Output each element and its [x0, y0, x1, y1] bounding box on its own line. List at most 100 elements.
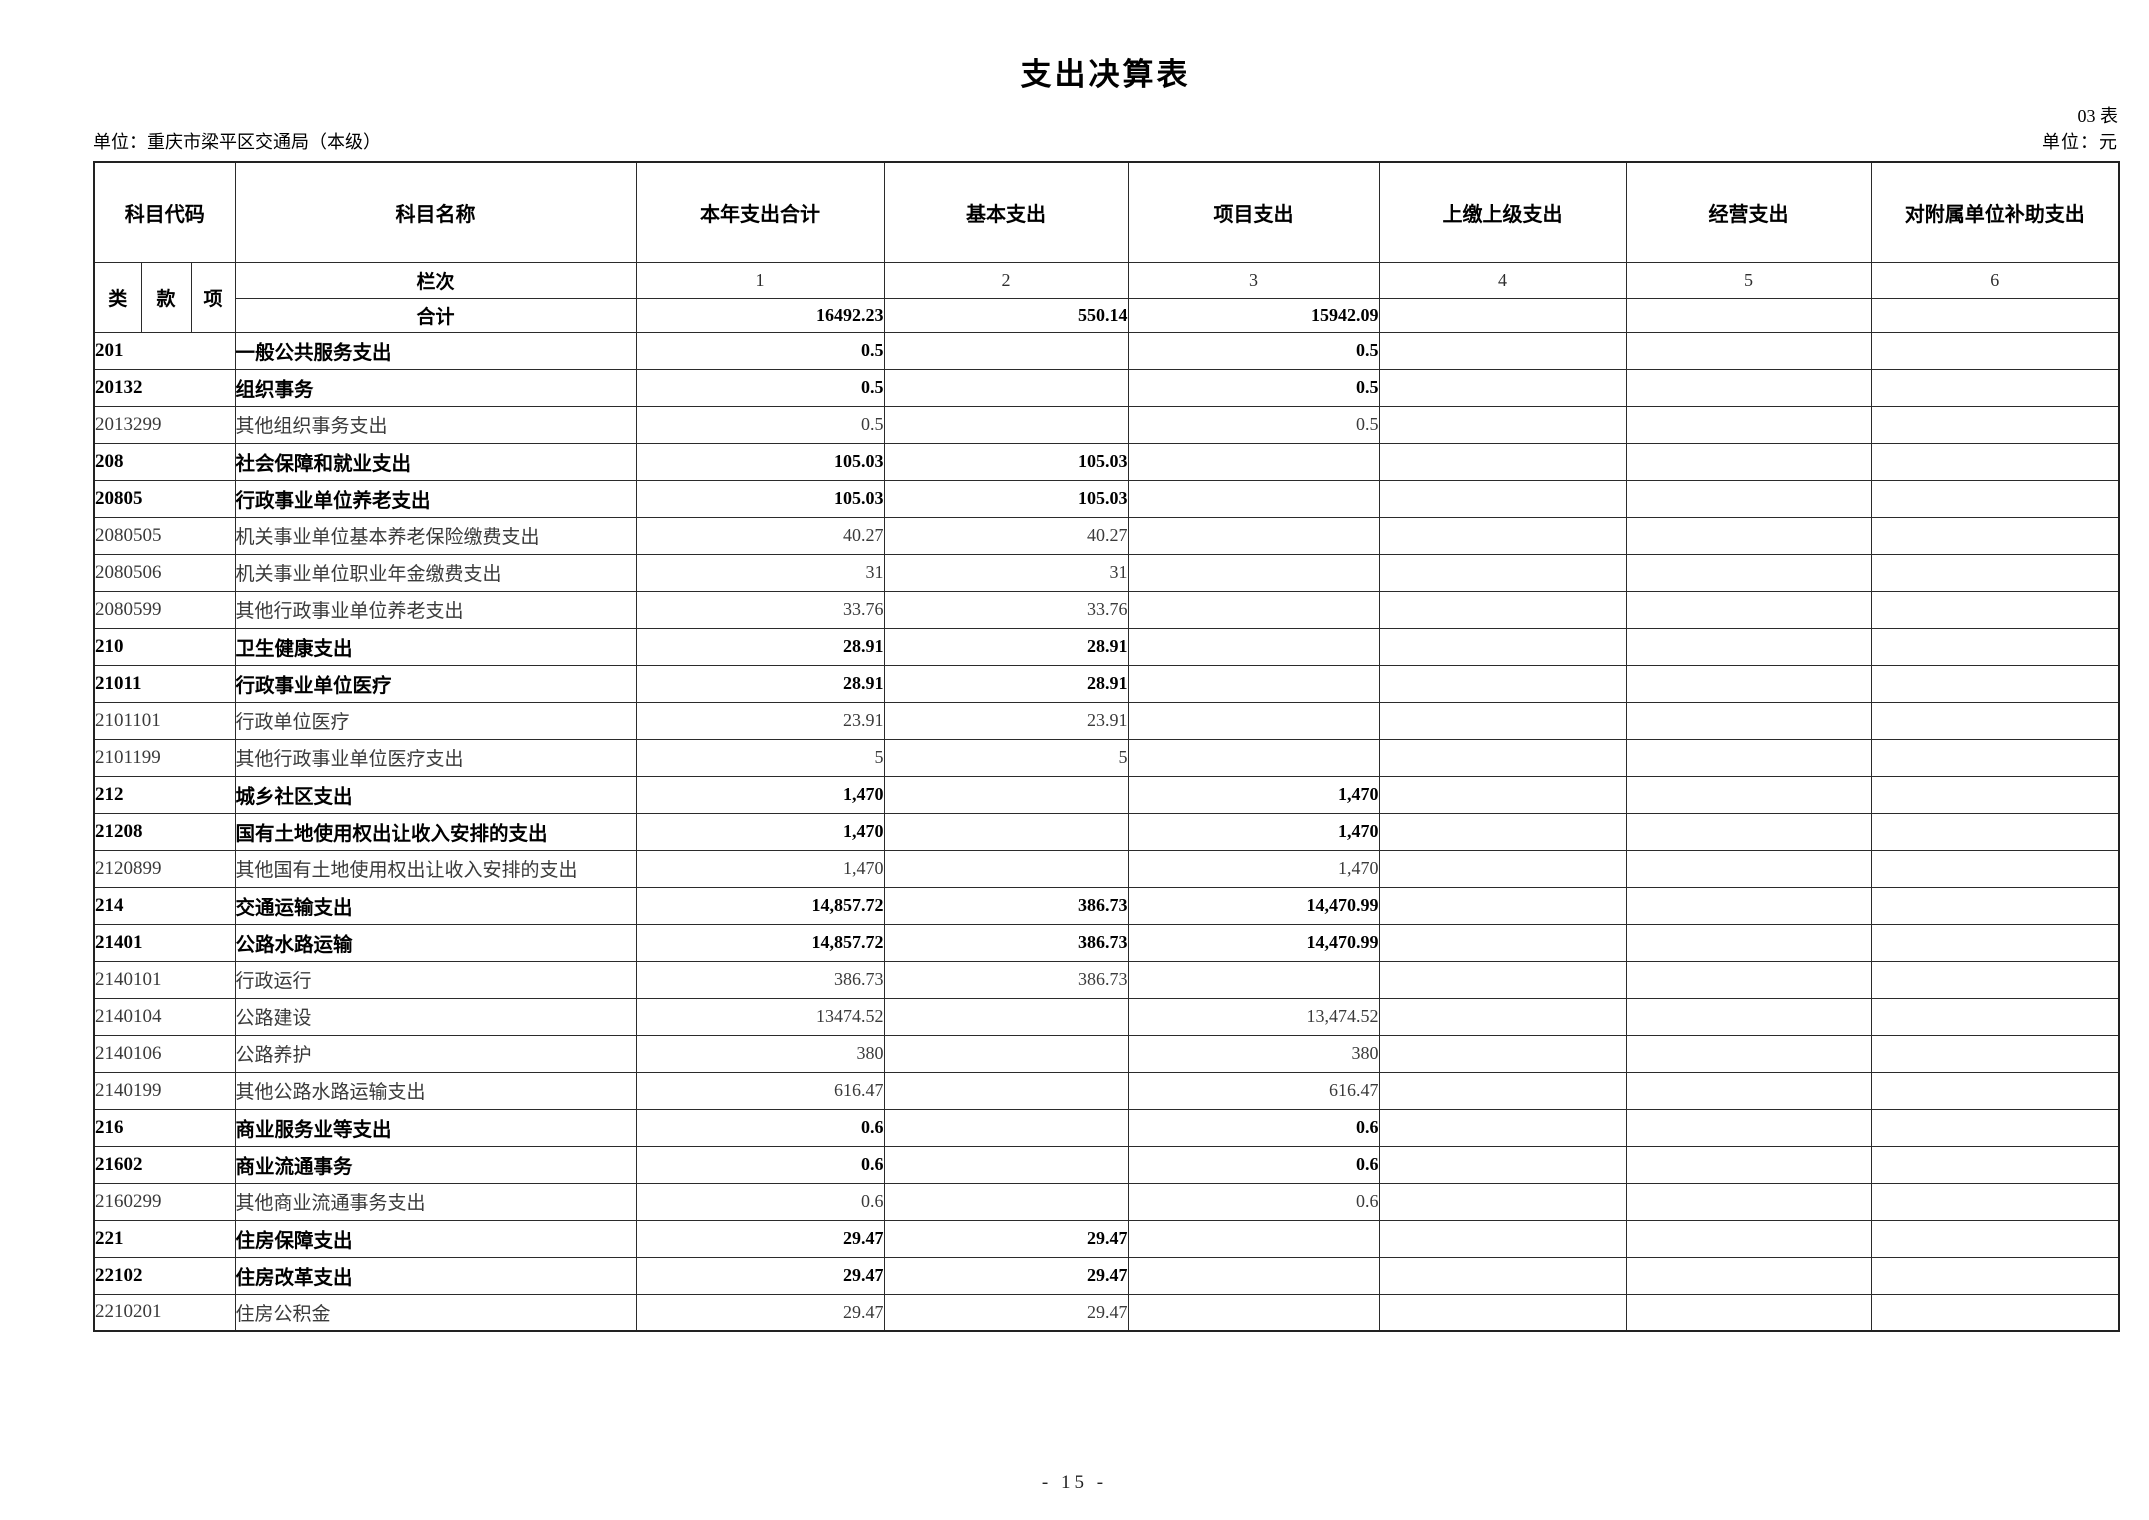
row-code: 210 [93, 627, 236, 666]
row-value [1378, 738, 1627, 777]
row-name: 机关事业单位职业年金缴费支出 [234, 553, 637, 592]
row-value [1870, 1034, 2120, 1073]
row-value [1378, 442, 1627, 481]
table-row: 212 城乡社区支出 1,470 1,470 [93, 775, 2120, 814]
row-code: 21401 [93, 923, 236, 962]
lanci-label: 栏次 [234, 261, 637, 299]
row-code: 22102 [93, 1256, 236, 1295]
table-row: 214 交通运输支出 14,857.72 386.73 14,470.99 [93, 886, 2120, 925]
row-value [1625, 1034, 1872, 1073]
row-value [1625, 1071, 1872, 1110]
row-value [1127, 627, 1380, 666]
row-value [1127, 442, 1380, 481]
subheader-kuan: 款 [140, 261, 192, 333]
row-value [883, 368, 1129, 407]
row-value [1127, 960, 1380, 999]
column-index: 1 [635, 261, 885, 299]
row-name: 行政事业单位医疗 [234, 664, 637, 703]
total-label: 合计 [234, 297, 637, 333]
row-value [1625, 479, 1872, 518]
row-value [1625, 775, 1872, 814]
row-value [1378, 960, 1627, 999]
row-name: 城乡社区支出 [234, 775, 637, 814]
column-index: 3 [1127, 261, 1380, 299]
row-code: 21602 [93, 1145, 236, 1184]
row-value [1378, 1108, 1627, 1147]
row-value: 29.47 [635, 1293, 885, 1332]
expenditure-table: 科目代码 科目名称 本年支出合计 基本支出 项目支出 上缴上级支出 经营支出 对… [93, 161, 2121, 1333]
table-row: 21011 行政事业单位医疗 28.91 28.91 [93, 664, 2120, 703]
column-index: 2 [883, 261, 1129, 299]
header-col-total: 本年支出合计 [635, 161, 885, 263]
row-code: 2080506 [93, 553, 236, 592]
table-body: 201 一般公共服务支出 0.5 0.5 20132 组织事务 0.5 0.5 2013299 其… [93, 331, 2120, 1332]
subheader-lei: 类 [93, 261, 142, 333]
row-value [1870, 1071, 2120, 1110]
row-code: 20132 [93, 368, 236, 407]
row-value [1625, 553, 1872, 592]
row-value: 31 [635, 553, 885, 592]
row-value [1625, 1182, 1872, 1221]
row-value: 386.73 [883, 960, 1129, 999]
row-value [1870, 590, 2120, 629]
row-value: 31 [883, 553, 1129, 592]
page-title: 支出决算表 [1020, 57, 1191, 92]
row-value: 0.6 [635, 1182, 885, 1221]
row-name: 行政单位医疗 [234, 701, 637, 740]
row-name: 交通运输支出 [234, 886, 637, 925]
row-value [1870, 627, 2120, 666]
row-value [1378, 590, 1627, 629]
row-name: 一般公共服务支出 [234, 331, 637, 370]
row-value: 386.73 [635, 960, 885, 999]
row-value: 29.47 [883, 1256, 1129, 1295]
row-value: 1,470 [635, 812, 885, 851]
row-value [1870, 1108, 2120, 1147]
total-value [1870, 297, 2120, 333]
row-value: 23.91 [635, 701, 885, 740]
column-index: 5 [1625, 261, 1872, 299]
row-value: 380 [635, 1034, 885, 1073]
header-col-project: 项目支出 [1127, 161, 1380, 263]
row-value [1127, 738, 1380, 777]
header-col-subsidy: 对附属单位补助支出 [1870, 161, 2120, 263]
table-row: 21401 公路水路运输 14,857.72 386.73 14,470.99 [93, 923, 2120, 962]
row-value [883, 775, 1129, 814]
row-name: 行政事业单位养老支出 [234, 479, 637, 518]
currency-unit-label: 单位：元 [2042, 132, 2118, 153]
row-code: 2140199 [93, 1071, 236, 1110]
row-value [1378, 1071, 1627, 1110]
row-value: 33.76 [883, 590, 1129, 629]
row-code: 20805 [93, 479, 236, 518]
row-code: 208 [93, 442, 236, 481]
row-value [1127, 553, 1380, 592]
row-value [1378, 775, 1627, 814]
row-value: 5 [635, 738, 885, 777]
table-row: 21602 商业流通事务 0.6 0.6 [93, 1145, 2120, 1184]
row-code: 201 [93, 331, 236, 370]
row-name: 其他组织事务支出 [234, 405, 637, 444]
row-code: 2101101 [93, 701, 236, 740]
table-row: 2080505 机关事业单位基本养老保险缴费支出 40.27 40.27 [93, 516, 2120, 555]
table-row: 2080599 其他行政事业单位养老支出 33.76 33.76 [93, 590, 2120, 629]
table-row: 2140101 行政运行 386.73 386.73 [93, 960, 2120, 999]
row-value [1378, 479, 1627, 518]
row-name: 其他行政事业单位医疗支出 [234, 738, 637, 777]
row-value [1127, 1293, 1380, 1332]
row-code: 212 [93, 775, 236, 814]
row-value [1625, 960, 1872, 999]
row-value: 29.47 [635, 1256, 885, 1295]
row-value: 0.5 [635, 331, 885, 370]
row-value [1870, 368, 2120, 407]
table-row: 21208 国有土地使用权出让收入安排的支出 1,470 1,470 [93, 812, 2120, 851]
row-value [1625, 997, 1872, 1036]
table-row: 216 商业服务业等支出 0.6 0.6 [93, 1108, 2120, 1147]
table-row: 2080506 机关事业单位职业年金缴费支出 31 31 [93, 553, 2120, 592]
table-row: 20805 行政事业单位养老支出 105.03 105.03 [93, 479, 2120, 518]
row-value [1127, 664, 1380, 703]
table-row: 201 一般公共服务支出 0.5 0.5 [93, 331, 2120, 370]
row-value [1870, 812, 2120, 851]
row-value: 14,857.72 [635, 923, 885, 962]
total-row: 合计 16492.23 550.14 15942.09 [94, 297, 2120, 333]
row-value: 13474.52 [635, 997, 885, 1036]
row-value [1378, 849, 1627, 888]
